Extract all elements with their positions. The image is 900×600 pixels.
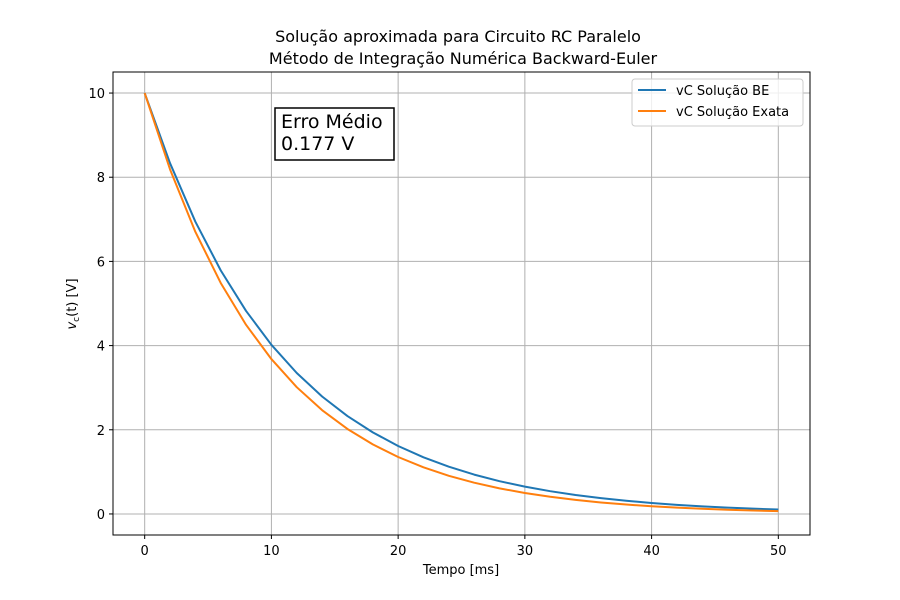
chart-title-line2: Método de Integração Numérica Backward-E… (269, 49, 658, 68)
x-tick-label: 40 (643, 544, 660, 559)
annotation-box: Erro Médio 0.177 V (274, 107, 395, 161)
annotation-frame (274, 107, 395, 161)
y-tick-label: 8 (97, 171, 105, 186)
legend-label-exact: vC Solução Exata (676, 105, 789, 120)
y-tick-label: 6 (97, 255, 105, 270)
x-axis-label: Tempo [ms] (422, 563, 499, 578)
plot-area-frame (112, 71, 811, 536)
y-axis-label: vc(t) [V] (65, 278, 82, 329)
grid (113, 72, 810, 535)
y-axis-label-main: v (65, 322, 80, 330)
legend: vC Solução BE vC Solução Exata (631, 78, 804, 127)
y-tick-label: 0 (97, 508, 105, 523)
y-axis-label-rest: (t) [V] (65, 278, 80, 316)
x-tick-label: 50 (770, 544, 787, 559)
series-line-exact (143, 92, 779, 513)
y-tick-label: 10 (88, 87, 105, 102)
series-lines (143, 92, 779, 513)
y-tick-label: 2 (97, 424, 105, 439)
axis-ticks: 0 10 20 30 40 50 0 2 4 6 8 10 (88, 87, 786, 559)
legend-label-be: vC Solução BE (676, 84, 769, 99)
x-tick-label: 0 (141, 544, 149, 559)
chart-title-line1: Solução aproximada para Circuito RC Para… (275, 27, 641, 46)
x-tick-label: 20 (390, 544, 407, 559)
y-tick-label: 4 (97, 340, 105, 355)
annotation-line1: Erro Médio (281, 111, 383, 133)
x-tick-label: 10 (263, 544, 280, 559)
annotation-line2: 0.177 V (281, 133, 354, 155)
x-tick-label: 30 (517, 544, 534, 559)
series-line-be (143, 92, 779, 511)
legend-frame (631, 78, 804, 127)
y-axis-label-sub: c (72, 317, 82, 322)
